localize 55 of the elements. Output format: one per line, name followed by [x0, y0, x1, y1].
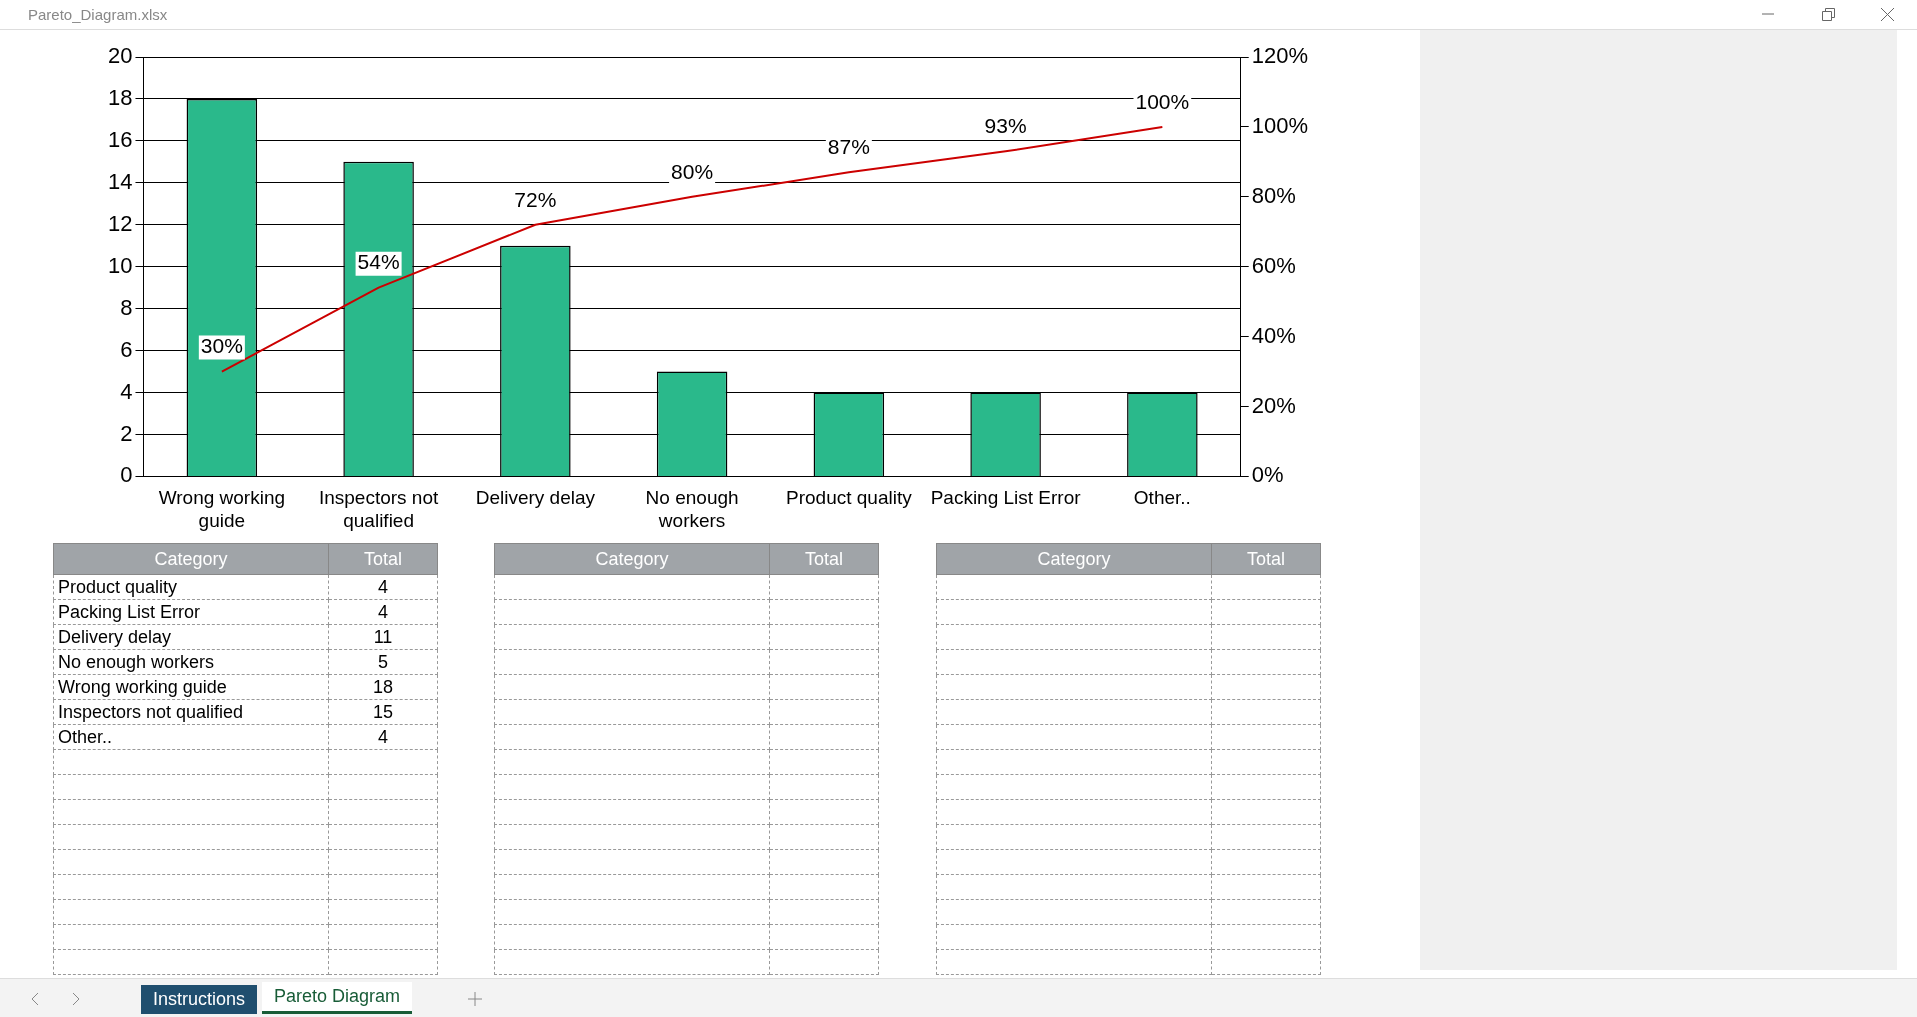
text: Wrong working guide: [53, 674, 329, 700]
text: Product quality: [53, 574, 329, 600]
text: Category: [494, 543, 770, 575]
y-tick-label: 16: [107, 126, 133, 152]
text: Total: [328, 543, 438, 575]
x-tick-label: Other..: [1133, 487, 1191, 509]
text: Delivery delay: [53, 624, 329, 650]
x-tick-label: Delivery delay: [475, 487, 596, 509]
text: Category: [936, 543, 1212, 575]
text: Instructions: [141, 985, 258, 1014]
text: No enough workers: [53, 649, 329, 675]
x-tick-label: Packing List Error: [930, 487, 1082, 509]
text: Category: [53, 543, 329, 575]
y2-tick-label: 20%: [1251, 392, 1296, 418]
text: Pareto_Diagram.xlsx: [28, 6, 168, 23]
y-tick-label: 0: [120, 462, 133, 488]
text: 4: [328, 574, 438, 600]
y-tick-label: 2: [120, 420, 133, 446]
y-tick-label: 12: [107, 210, 133, 236]
text: Total: [769, 543, 879, 575]
text: 4: [328, 599, 438, 625]
x-tick-label: Wrong working guide: [158, 487, 286, 531]
data-label: 80%: [671, 159, 714, 183]
y2-tick-label: 60%: [1251, 252, 1296, 278]
text: Total: [1211, 543, 1321, 575]
y-tick-label: 18: [107, 85, 133, 110]
y-tick-label: 14: [107, 168, 133, 194]
text: 11: [328, 624, 438, 650]
data-label: 54%: [357, 250, 400, 274]
x-tick-label: Product quality: [786, 487, 913, 509]
y-tick-label: 4: [120, 378, 133, 404]
y-tick-label: 20: [107, 43, 133, 69]
text: 18: [328, 674, 438, 700]
text: Packing List Error: [53, 599, 329, 625]
y-tick-label: 10: [107, 252, 133, 278]
text: 5: [328, 649, 438, 675]
y-tick-label: 8: [120, 294, 133, 320]
text: 15: [328, 699, 438, 725]
y2-tick-label: 100%: [1251, 112, 1309, 138]
text: Pareto Diagram: [262, 982, 413, 1014]
y-tick-label: 6: [120, 336, 133, 362]
data-label: 93%: [984, 114, 1027, 138]
x-tick-label: Inspectors not qualified: [318, 487, 439, 531]
x-tick-label: No enough workers: [645, 487, 739, 531]
y2-tick-label: 120%: [1251, 43, 1309, 69]
text: Inspectors not qualified: [53, 699, 329, 725]
data-label: 100%: [1135, 89, 1190, 113]
text: Other..: [53, 724, 329, 750]
y2-tick-label: 40%: [1251, 322, 1296, 348]
data-label: 87%: [827, 135, 870, 159]
data-label: 72%: [514, 187, 557, 211]
text: 4: [328, 724, 438, 750]
data-label: 30%: [200, 334, 243, 358]
y2-tick-label: 0%: [1251, 462, 1284, 488]
y2-tick-label: 80%: [1251, 182, 1296, 208]
